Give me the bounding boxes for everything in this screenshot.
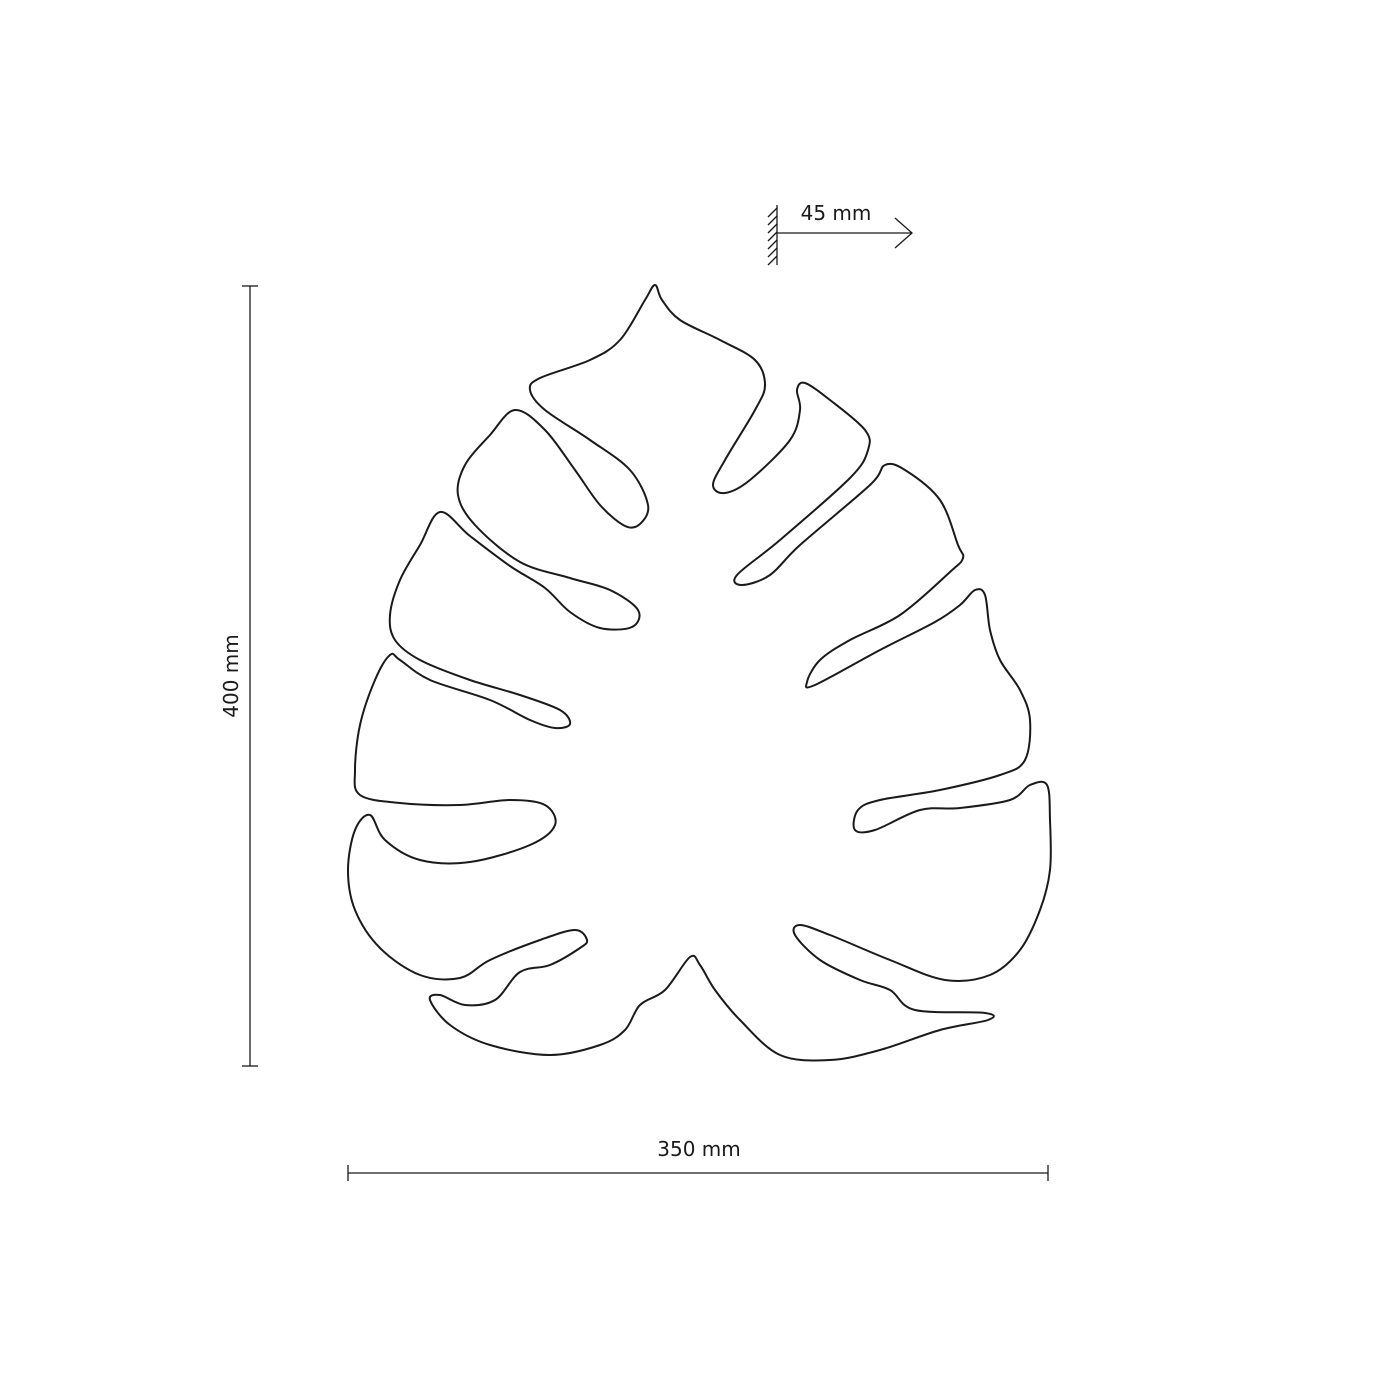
height-dimension bbox=[242, 285, 258, 1067]
arrow-right-icon bbox=[894, 217, 913, 249]
width-dimension bbox=[347, 1165, 1049, 1181]
depth-label: 45 mm bbox=[801, 201, 872, 225]
width-label: 350 mm bbox=[657, 1137, 741, 1161]
leaf-outline bbox=[347, 284, 1052, 1062]
height-label: 400 mm bbox=[219, 634, 243, 718]
wall-hatch-icon bbox=[767, 207, 778, 266]
depth-indicator bbox=[767, 205, 913, 266]
